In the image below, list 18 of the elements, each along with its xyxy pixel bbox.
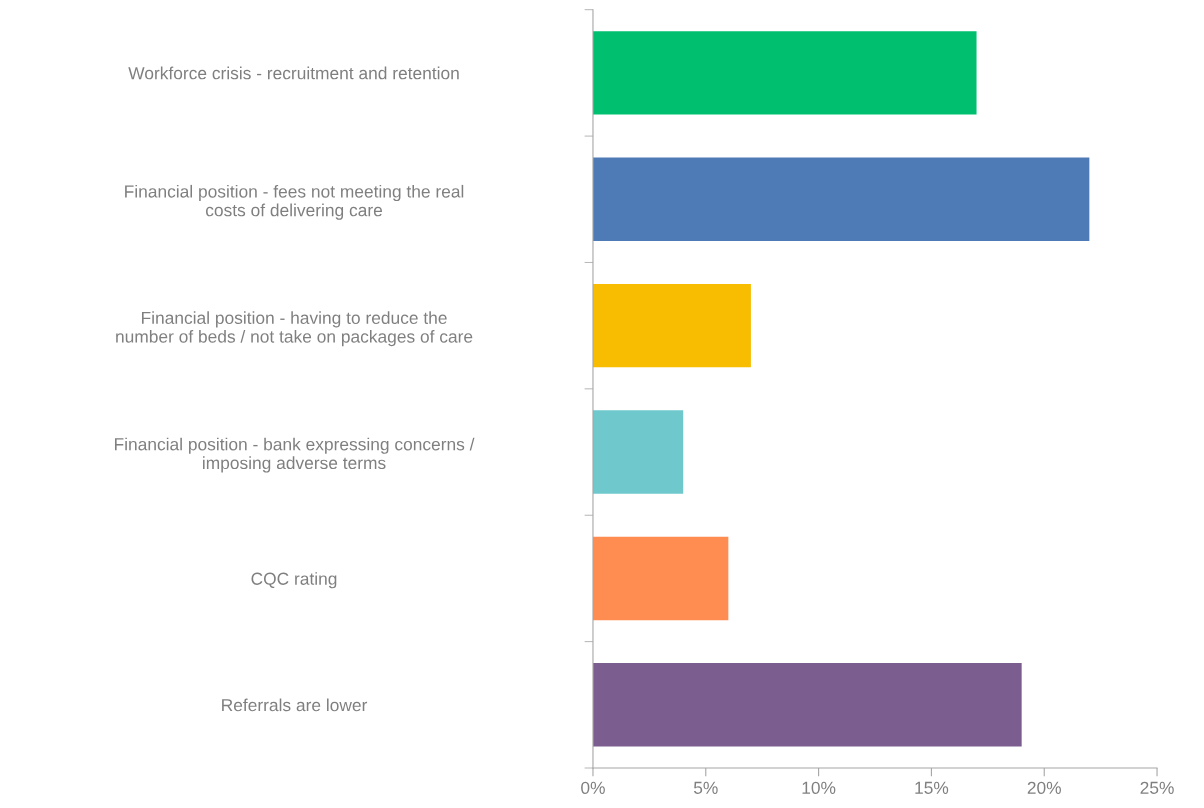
y-tick-label: Referrals are lower [222,698,368,712]
x-tick-label: 15% [915,781,949,794]
bar [592,157,1090,241]
x-tick-label: 5% [693,781,718,794]
y-tick-label: CQC rating [251,572,337,589]
x-tick-label: 20% [1027,781,1061,794]
y-tick-label: Workforce crisis - recruitment and retention [128,66,459,80]
x-tick-label: 0% [581,781,605,794]
x-tick-label: 25% [1140,781,1174,794]
bar [592,31,977,115]
x-tick-label: 10% [802,781,836,794]
y-tick-label: Financial position - having to reduce the number of beds / not take on packages of care [116,311,473,347]
y-tick-label: Financial position - bank expressing concerns / imposing adverse terms [114,437,475,473]
bar [592,536,729,621]
y-tick-label: Financial position - fees not meeting the real costs of delivering care [125,184,464,220]
bar [592,410,684,494]
bar [592,663,1022,747]
bar [592,283,751,368]
